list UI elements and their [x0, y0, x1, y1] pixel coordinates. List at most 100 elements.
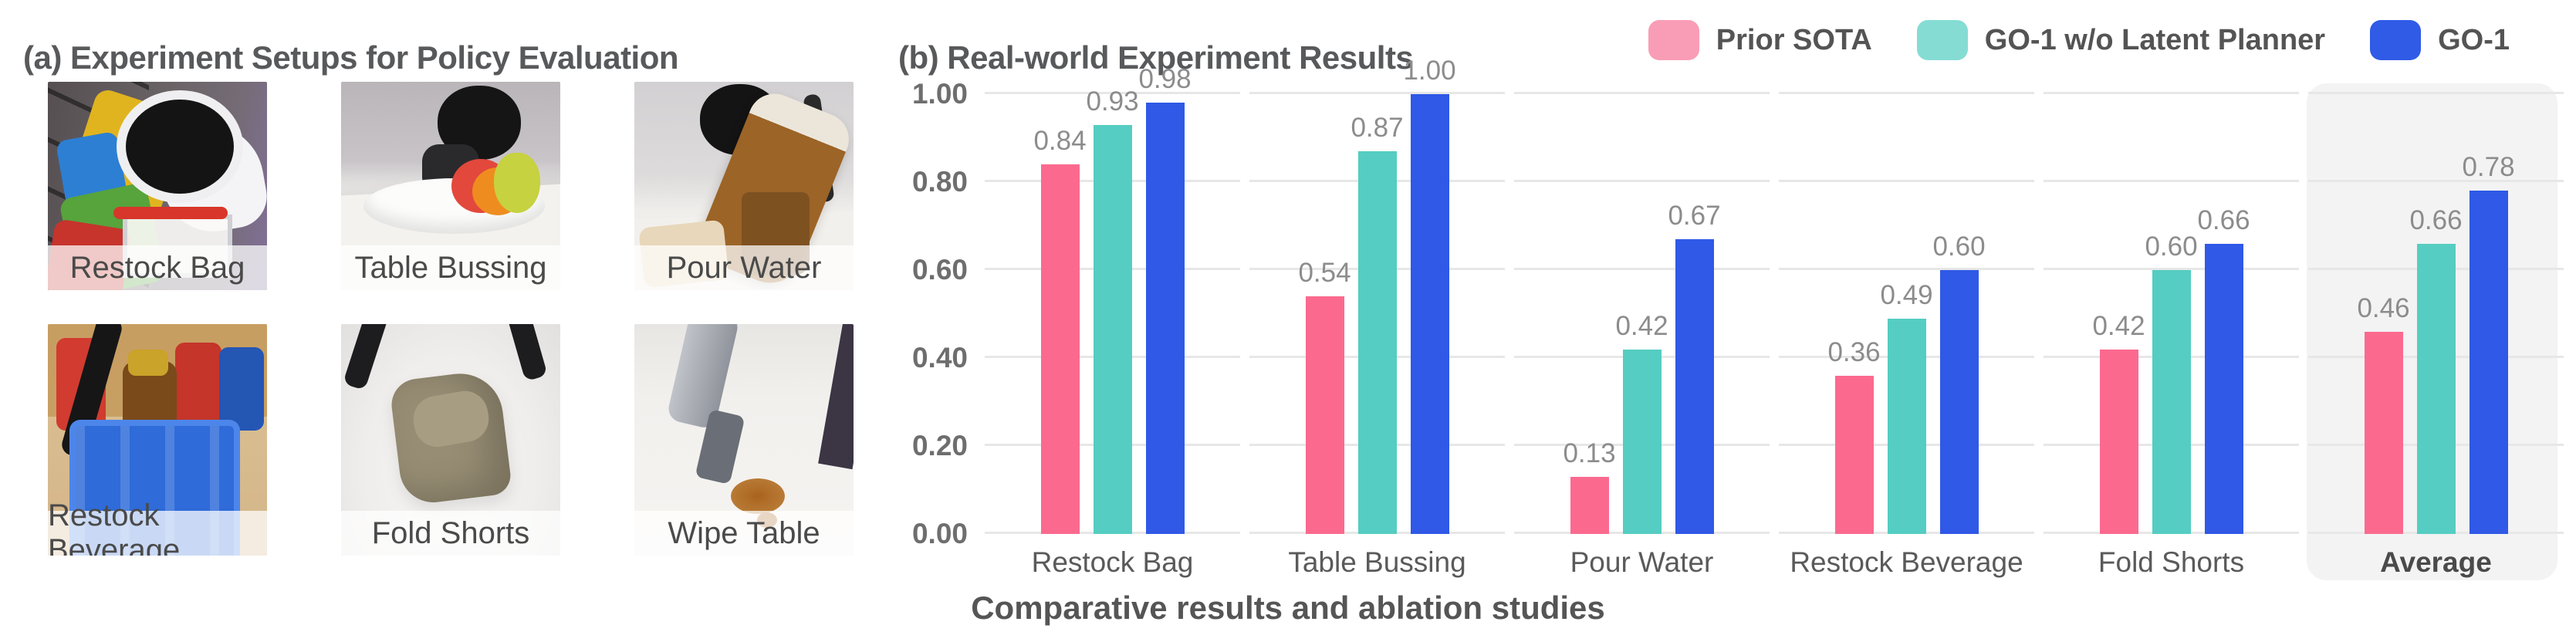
bar-group-pour-water: 0.13 0.42 0.67 Pour Water: [1514, 92, 1770, 578]
gridline: [1779, 268, 2034, 270]
bar-group-average: 0.46 0.66 0.78 Average: [2307, 83, 2564, 580]
robot-gripper-art: [505, 324, 548, 382]
legend-label: GO-1 w/o Latent Planner: [1984, 23, 2326, 56]
bar-value-label: 0.42: [1615, 310, 1668, 341]
legend-swatch: [1648, 20, 1699, 60]
gridline: [985, 92, 1240, 94]
legend-label: GO-1: [2438, 23, 2510, 56]
bar-go-1: 0.98: [1138, 64, 1192, 534]
gridline: [2044, 180, 2299, 182]
red-can-art: [174, 343, 221, 429]
legend-item: Prior SOTA: [1648, 20, 1872, 60]
photo-restock-bag: Restock Bag: [48, 82, 267, 290]
bars: 0.42 0.60 0.66: [2044, 94, 2299, 534]
experiment-setups-panel: (a) Experiment Setups for Policy Evaluat…: [0, 0, 887, 642]
bar-prior-sota: 0.84: [1033, 126, 1087, 534]
bar-value-label: 0.36: [1827, 336, 1881, 367]
legend-swatch: [1916, 20, 1968, 60]
gridline: [1514, 92, 1770, 94]
bar-prior-sota: 0.13: [1563, 438, 1616, 534]
bar-value-label: 0.42: [2092, 310, 2145, 341]
photo-label: Restock Bag: [48, 245, 267, 290]
gridline: [2044, 268, 2299, 270]
cart-handle-art: [113, 207, 228, 220]
photo-label: Pour Water: [634, 245, 854, 290]
bar-group-fold-shorts: 0.42 0.60 0.66 Fold Shorts: [2044, 92, 2299, 578]
bar-go-1-w-o-latent-planner: 0.87: [1351, 113, 1404, 534]
photo-wipe-table: Wipe Table: [634, 324, 854, 556]
bar-chart-plot: 0.84 0.93 0.98 Restock Bag 0.54 0.87 1.00 Table…: [980, 56, 2568, 580]
bar-group-restock-bag: 0.84 0.93 0.98 Restock Bag: [985, 64, 1240, 578]
gridline: [2308, 180, 2564, 182]
bars: 0.46 0.66 0.78: [2308, 94, 2564, 534]
y-tick-label: 0.40: [911, 342, 968, 373]
bar-go-1: 0.66: [2197, 205, 2250, 534]
bar-group-table-bussing: 0.54 0.87 1.00 Table Bussing: [1249, 56, 1505, 578]
robot-head-art: [116, 90, 243, 203]
x-category-label: Restock Bag: [1031, 546, 1194, 578]
legend-item: GO-1 w/o Latent Planner: [1916, 20, 2326, 60]
y-tick-label: 0.80: [911, 166, 968, 198]
legend-item: GO-1: [2370, 20, 2510, 60]
gridline: [1779, 92, 2034, 94]
bar-value-label: 0.78: [2462, 152, 2515, 183]
x-category-label: Fold Shorts: [2098, 546, 2245, 578]
bar-go-1: 0.67: [1668, 201, 1721, 534]
photo-table-bussing: Table Bussing: [341, 82, 560, 290]
photo-fold-shorts: Fold Shorts: [341, 324, 560, 556]
bar-value-label: 0.93: [1086, 86, 1139, 117]
gridline: [1249, 92, 1505, 94]
gridline: [1779, 180, 2034, 182]
panel-b-title: (b) Real-world Experiment Results: [898, 39, 1414, 76]
bar-go-1-w-o-latent-planner: 0.66: [2409, 205, 2463, 534]
background-art: [817, 324, 854, 470]
bars: 0.13 0.42 0.67: [1514, 94, 1770, 534]
photo-pour-water: Pour Water: [634, 82, 854, 290]
bar-go-1: 0.78: [2462, 152, 2515, 534]
photo-restock-beverage: Restock Beverage: [48, 324, 267, 556]
fruit-art: [494, 153, 541, 214]
x-category-label: Pour Water: [1570, 546, 1714, 578]
bar-prior-sota: 0.54: [1298, 258, 1351, 534]
bars: 0.84 0.93 0.98: [985, 64, 1240, 534]
bar-go-1-w-o-latent-planner: 0.42: [1615, 311, 1668, 534]
bar-group-restock-beverage: 0.36 0.49 0.60 Restock Beverage: [1779, 92, 2034, 578]
bar-go-1: 1.00: [1403, 56, 1456, 534]
robot-gripper-art: [343, 324, 390, 391]
bars: 0.36 0.49 0.60: [1779, 94, 2034, 534]
bars: 0.54 0.87 1.00: [1249, 56, 1505, 534]
gridline: [1514, 268, 1770, 270]
bar-value-label: 0.67: [1668, 201, 1721, 231]
y-tick-label: 1.00: [911, 78, 968, 110]
blue-can-art: [218, 347, 264, 431]
bar-value-label: 0.46: [2357, 292, 2410, 323]
figure-caption: Comparative results and ablation studies: [971, 590, 1605, 626]
legend-swatch: [2370, 20, 2422, 60]
bar-go-1-w-o-latent-planner: 0.49: [1880, 280, 1933, 534]
bar-go-1-w-o-latent-planner: 0.60: [2145, 231, 2198, 534]
photo-label: Fold Shorts: [341, 511, 560, 556]
bar-value-label: 0.84: [1033, 126, 1087, 157]
bar-prior-sota: 0.46: [2357, 293, 2410, 534]
x-category-label: Average: [2380, 546, 2492, 578]
bar-value-label: 0.54: [1298, 258, 1351, 289]
bar-value-label: 0.49: [1880, 279, 1933, 310]
bar-value-label: 0.60: [1932, 231, 1986, 262]
photo-label: Table Bussing: [341, 245, 560, 290]
bar-value-label: 0.66: [2409, 204, 2463, 235]
bar-value-label: 0.13: [1563, 438, 1616, 468]
y-tick-label: 0.00: [911, 518, 968, 549]
x-category-label: Table Bussing: [1288, 546, 1466, 578]
stain-art: [730, 478, 785, 514]
panel-a-title: (a) Experiment Setups for Policy Evaluat…: [23, 39, 679, 76]
legend-label: Prior SOTA: [1716, 23, 1872, 56]
photo-grid: Restock Bag Table Bussing: [17, 69, 884, 568]
bar-value-label: 1.00: [1403, 56, 1456, 86]
y-tick-label: 0.20: [911, 430, 968, 461]
bar-prior-sota: 0.36: [1827, 337, 1881, 534]
bar-value-label: 0.98: [1138, 64, 1192, 95]
results-chart-panel: (b) Real-world Experiment Results Prior …: [887, 0, 2576, 642]
gridline: [1514, 180, 1770, 182]
photo-label: Wipe Table: [634, 511, 854, 556]
bar-go-1: 0.60: [1932, 231, 1986, 534]
